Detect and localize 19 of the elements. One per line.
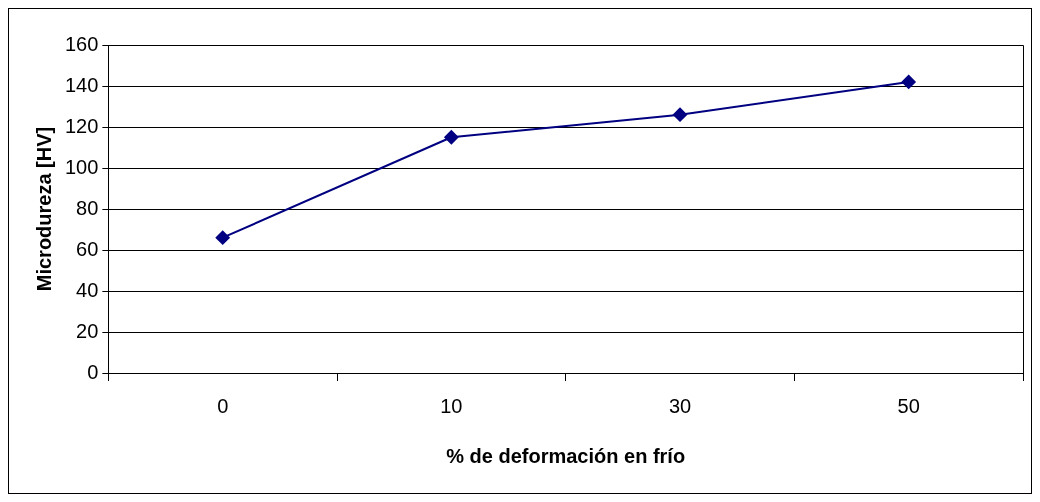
y-tick-label: 160	[64, 32, 99, 55]
point	[444, 130, 459, 145]
y-tick-label: 0	[87, 360, 99, 383]
y-tick-label: 40	[76, 278, 99, 301]
point	[673, 107, 688, 122]
y-tick-label: 120	[64, 114, 99, 137]
y-tick-label: 20	[76, 319, 99, 342]
x-tick-label: 0	[217, 394, 229, 417]
y-tick-label: 100	[64, 155, 99, 178]
y-tick-label: 80	[76, 196, 99, 219]
y-tick-label: 60	[76, 237, 99, 260]
x-tick-label: 30	[668, 394, 692, 417]
y-axis-title: Microdureza [HV]	[32, 126, 55, 292]
x-tick-label: 50	[897, 394, 920, 417]
x-tick-label: 10	[440, 394, 463, 417]
point	[215, 230, 230, 245]
x-axis-title: % de deformación en frío	[446, 444, 686, 467]
point	[901, 74, 916, 89]
y-tick-label: 140	[64, 73, 99, 96]
